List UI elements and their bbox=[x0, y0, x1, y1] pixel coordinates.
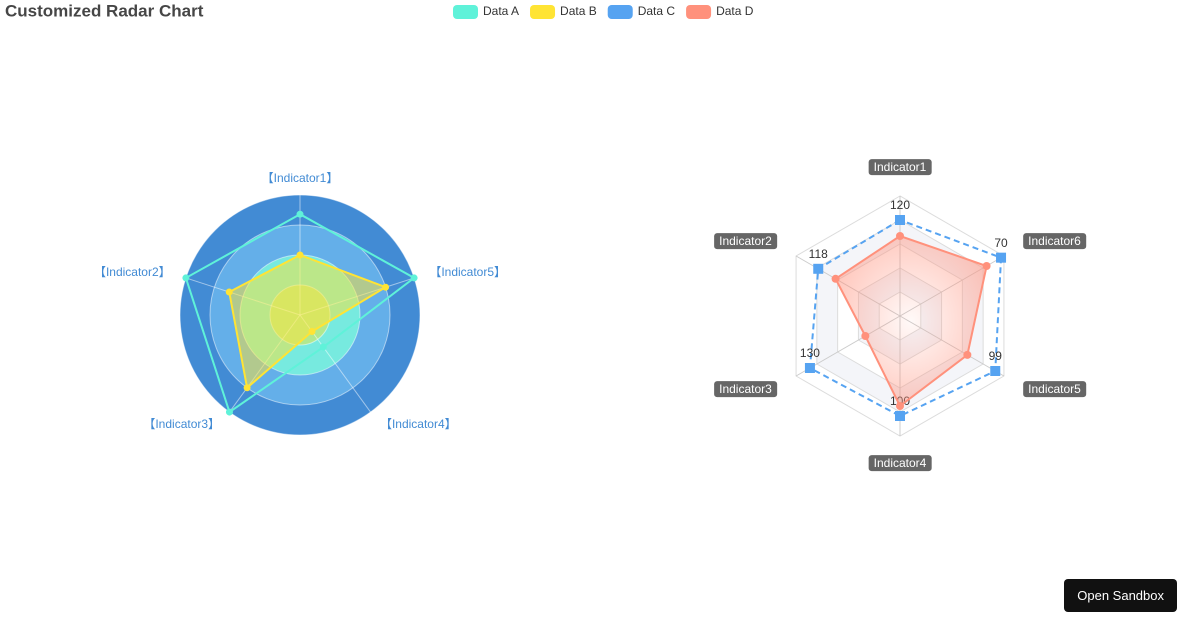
series-area bbox=[228, 253, 388, 390]
data-point bbox=[831, 274, 840, 283]
data-point bbox=[996, 252, 1007, 263]
indicator-name: Indicator1 bbox=[874, 160, 927, 174]
data-point bbox=[225, 408, 233, 416]
indicator-name-bg bbox=[868, 455, 932, 472]
indicator-name-box: Indicator6 bbox=[1023, 233, 1087, 250]
indicator-name: Indicator3 bbox=[719, 382, 772, 396]
indicator-name-box: Indicator5 bbox=[1023, 381, 1087, 398]
indicator-name: Indicator4 bbox=[874, 456, 927, 470]
legend-item: Data C bbox=[607, 4, 676, 19]
indicator-name-bg bbox=[1023, 233, 1087, 250]
data-label: 70 bbox=[994, 236, 1008, 250]
data-point bbox=[182, 274, 190, 282]
legend-swatch bbox=[530, 5, 556, 19]
data-point bbox=[861, 332, 870, 340]
legend-swatch bbox=[607, 5, 633, 19]
data-point bbox=[896, 232, 904, 240]
indicator-name: 【Indicator4】 bbox=[380, 417, 457, 431]
legend-swatch bbox=[453, 5, 478, 19]
indicator-name-bg bbox=[714, 233, 778, 250]
legend-label: Data B bbox=[560, 4, 597, 18]
series-area bbox=[184, 213, 416, 414]
data-point bbox=[319, 343, 327, 351]
indicator-name: Indicator2 bbox=[719, 234, 772, 248]
indicator-name: Indicator6 bbox=[1028, 234, 1081, 248]
data-label: 99 bbox=[989, 349, 1003, 363]
data-point bbox=[225, 288, 233, 296]
legend-label: Data D bbox=[716, 4, 754, 18]
data-point bbox=[963, 350, 972, 359]
data-point bbox=[382, 283, 390, 291]
legend-label: Data C bbox=[638, 4, 676, 18]
chart-title: Customized Radar Chart bbox=[5, 1, 204, 20]
indicator-name: Indicator5 bbox=[1028, 382, 1081, 396]
indicator-name-box: Indicator1 bbox=[868, 159, 932, 176]
legend-swatch bbox=[686, 5, 712, 19]
open-sandbox-button[interactable]: Open Sandbox bbox=[1064, 579, 1177, 612]
indicator-name: 【Indicator5】 bbox=[429, 265, 506, 279]
data-point bbox=[813, 263, 824, 274]
data-point bbox=[895, 411, 905, 421]
data-label: 130 bbox=[800, 346, 820, 360]
indicator-name-box: Indicator3 bbox=[714, 381, 778, 398]
legend-item: Data B bbox=[530, 4, 597, 19]
data-point bbox=[308, 328, 316, 336]
indicator-name: 【Indicator2】 bbox=[94, 265, 171, 279]
data-point bbox=[410, 274, 418, 282]
indicator-name: 【Indicator3】 bbox=[143, 417, 220, 431]
data-point bbox=[895, 215, 905, 225]
legend-item: Data D bbox=[686, 4, 754, 19]
legend-item: Data A bbox=[453, 4, 519, 19]
legend-label: Data A bbox=[483, 4, 519, 18]
indicator-name-box: Indicator2 bbox=[714, 233, 778, 250]
indicator-name-bg bbox=[868, 159, 932, 176]
data-point bbox=[990, 366, 1001, 376]
data-point bbox=[296, 251, 304, 259]
indicator-name: 【Indicator1】 bbox=[262, 171, 339, 185]
data-point bbox=[982, 262, 991, 270]
data-point bbox=[896, 402, 904, 410]
data-point bbox=[243, 384, 251, 392]
data-point bbox=[804, 363, 815, 373]
indicator-name-bg bbox=[1023, 381, 1087, 398]
data-point bbox=[296, 210, 304, 218]
indicator-name-bg bbox=[714, 381, 778, 398]
data-label: 120 bbox=[890, 198, 910, 212]
indicator-name-box: Indicator4 bbox=[868, 455, 932, 472]
data-label: 118 bbox=[809, 247, 828, 261]
